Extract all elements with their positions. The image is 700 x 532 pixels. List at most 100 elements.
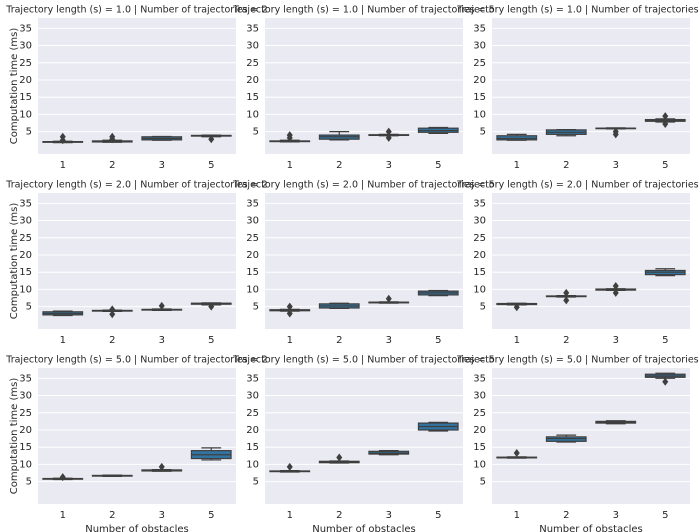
outlier: [385, 133, 392, 142]
y-tick-label: 25: [19, 408, 32, 419]
x-tick-label: 3: [159, 510, 165, 521]
y-tick-label: 5: [253, 127, 259, 138]
plot-background: [265, 368, 463, 504]
panel: Trajectory length (s) = 5.0 | Number of …: [5, 355, 267, 532]
x-tick-label: 1: [60, 510, 66, 521]
x-tick-label: 5: [208, 335, 214, 346]
x-tick-label: 5: [662, 160, 668, 171]
outlier: [513, 303, 520, 312]
plot-background: [38, 368, 236, 504]
x-tick-label: 5: [435, 335, 441, 346]
x-tick-label: 3: [386, 335, 392, 346]
y-tick-label: 20: [473, 250, 486, 261]
x-tick-label: 3: [159, 335, 165, 346]
outlier: [208, 135, 215, 144]
y-tick-label: 20: [19, 75, 32, 86]
outlier: [662, 112, 669, 121]
x-tick-label: 1: [287, 160, 293, 171]
plot-background: [492, 368, 690, 504]
y-tick-label: 20: [473, 75, 486, 86]
outlier: [286, 462, 293, 471]
y-tick-label: 30: [246, 41, 259, 52]
y-tick-label: 10: [246, 109, 259, 120]
x-tick-label: 5: [435, 510, 441, 521]
outlier: [286, 302, 293, 311]
y-tick-label: 30: [19, 41, 32, 52]
panel-title: Trajectory length (s) = 2.0 | Number of …: [5, 180, 267, 191]
x-tick-label: 2: [109, 335, 115, 346]
y-tick-label: 35: [246, 198, 259, 209]
plot-background: [492, 18, 690, 154]
y-tick-label: 10: [473, 109, 486, 120]
outlier: [158, 462, 165, 471]
y-tick-label: 30: [246, 391, 259, 402]
panel: Trajectory length (s) = 1.0 | Number of …: [456, 5, 700, 172]
outlier: [662, 377, 669, 386]
outlier: [563, 288, 570, 297]
y-tick-label: 15: [473, 92, 486, 103]
panel-title: Trajectory length (s) = 1.0 | Number of …: [456, 5, 700, 16]
y-tick-label: 30: [246, 216, 259, 227]
panel-title: Trajectory length (s) = 1.0 | Number of …: [232, 5, 494, 16]
x-tick-label: 1: [287, 510, 293, 521]
x-tick-label: 5: [208, 160, 214, 171]
x-tick-label: 2: [109, 160, 115, 171]
y-tick-label: 15: [246, 92, 259, 103]
x-tick-label: 1: [287, 335, 293, 346]
y-tick-label: 20: [19, 250, 32, 261]
y-tick-label: 30: [473, 216, 486, 227]
x-tick-label: 3: [386, 160, 392, 171]
panel: Trajectory length (s) = 5.0 | Number of …: [232, 355, 494, 532]
x-axis-label: Number of obstacles: [312, 524, 416, 532]
y-tick-label: 20: [473, 425, 486, 436]
x-tick-label: 2: [336, 335, 342, 346]
x-tick-label: 1: [60, 160, 66, 171]
y-tick-label: 35: [473, 198, 486, 209]
x-tick-label: 2: [563, 335, 569, 346]
outlier: [513, 449, 520, 458]
outlier: [109, 135, 116, 144]
x-tick-label: 3: [613, 160, 619, 171]
outlier: [109, 305, 116, 314]
x-tick-label: 5: [435, 160, 441, 171]
outlier: [59, 136, 66, 145]
plot-background: [38, 18, 236, 154]
y-tick-label: 5: [26, 477, 32, 488]
x-axis-label: Number of obstacles: [85, 524, 189, 532]
panel-title: Trajectory length (s) = 5.0 | Number of …: [456, 355, 700, 366]
x-tick-label: 3: [613, 335, 619, 346]
y-tick-label: 25: [19, 233, 32, 244]
y-tick-label: 15: [246, 267, 259, 278]
y-axis-label: Computation time (ms): [9, 203, 20, 320]
panel-title: Trajectory length (s) = 5.0 | Number of …: [5, 355, 267, 366]
x-tick-label: 5: [208, 510, 214, 521]
x-tick-label: 1: [514, 335, 520, 346]
y-tick-label: 5: [480, 127, 486, 138]
panel-title: Trajectory length (s) = 5.0 | Number of …: [232, 355, 494, 366]
x-tick-label: 3: [386, 510, 392, 521]
y-tick-label: 30: [473, 41, 486, 52]
box: [496, 135, 538, 141]
y-tick-label: 35: [473, 373, 486, 384]
panel-title: Trajectory length (s) = 2.0 | Number of …: [232, 180, 494, 191]
panel: Trajectory length (s) = 1.0 | Number of …: [5, 5, 267, 172]
outlier: [662, 120, 669, 129]
y-tick-label: 10: [246, 284, 259, 295]
y-tick-label: 25: [473, 233, 486, 244]
outlier: [109, 310, 116, 319]
x-tick-label: 3: [613, 510, 619, 521]
panel-title: Trajectory length (s) = 1.0 | Number of …: [5, 5, 267, 16]
y-tick-label: 35: [246, 373, 259, 384]
x-tick-label: 3: [159, 160, 165, 171]
x-tick-label: 5: [662, 510, 668, 521]
y-tick-label: 35: [473, 23, 486, 34]
x-axis-label: Number of obstacles: [539, 524, 643, 532]
x-tick-label: 1: [60, 335, 66, 346]
outlier: [286, 133, 293, 142]
plot-background: [38, 193, 236, 329]
y-tick-label: 35: [19, 373, 32, 384]
x-tick-label: 2: [109, 510, 115, 521]
outlier: [385, 127, 392, 136]
y-tick-label: 10: [19, 459, 32, 470]
y-tick-label: 5: [480, 302, 486, 313]
